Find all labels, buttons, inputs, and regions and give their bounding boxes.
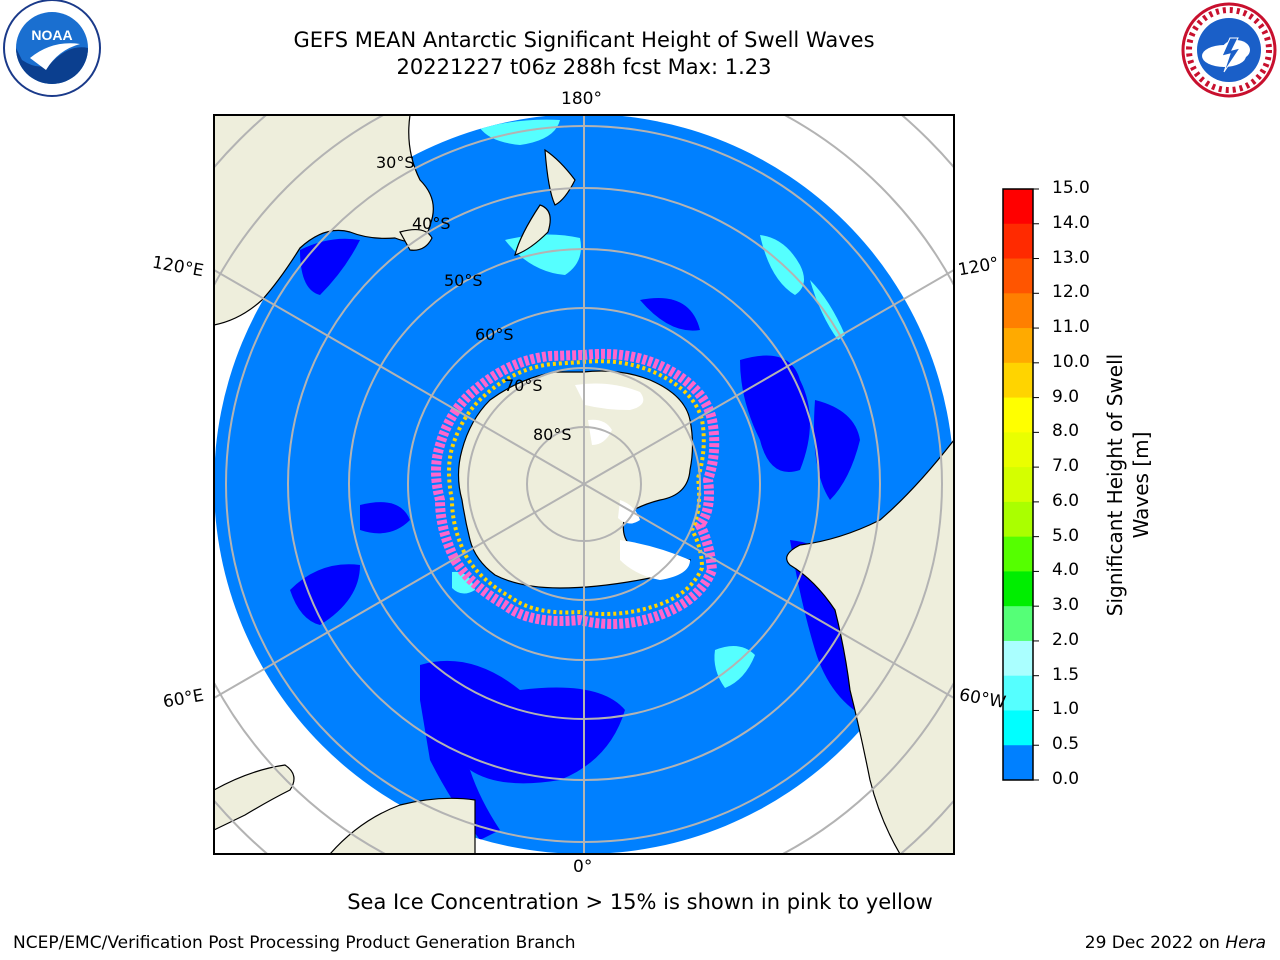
map-frame bbox=[213, 114, 955, 855]
lat-label-30s: 30°S bbox=[376, 153, 415, 172]
colorbar-swatch bbox=[1003, 606, 1033, 642]
colorbar-swatch bbox=[1003, 293, 1033, 329]
colorbar-swatch bbox=[1003, 223, 1033, 260]
colorbar-label-line2: Waves [m] bbox=[1129, 431, 1153, 539]
colorbar-tick-label: 3.0 bbox=[1052, 595, 1080, 616]
svg-text:NOAA: NOAA bbox=[31, 27, 72, 43]
colorbar-tick-label: 0.0 bbox=[1052, 769, 1080, 789]
colorbar-tick-label: 4.0 bbox=[1052, 560, 1080, 581]
colorbar-swatch bbox=[1003, 189, 1033, 225]
colorbar-tick-label: 1.0 bbox=[1052, 699, 1080, 720]
colorbar-tick-label: 2.0 bbox=[1052, 629, 1080, 650]
colorbar-tick-label: 7.0 bbox=[1052, 456, 1080, 477]
sea-ice bbox=[431, 348, 720, 629]
colorbar-swatch bbox=[1003, 745, 1033, 781]
chart-subtitle: 20221227 t06z 288h fcst Max: 1.23 bbox=[396, 55, 772, 79]
lon-label-0: 0° bbox=[573, 857, 593, 877]
colorbar-tick-label: 8.0 bbox=[1052, 421, 1080, 442]
colorbar-tick-label: 1.5 bbox=[1052, 664, 1080, 685]
graticule bbox=[214, 115, 954, 854]
lat-label-40s: 40°S bbox=[412, 214, 451, 233]
noaa-logo: NOAA bbox=[3, 0, 101, 97]
colorbar-tick-label: 14.0 bbox=[1052, 212, 1090, 233]
chart-title: GEFS MEAN Antarctic Significant Height o… bbox=[293, 28, 875, 52]
colorbar-tick-label: 13.0 bbox=[1052, 247, 1090, 268]
colorbar-frame bbox=[1002, 188, 1034, 781]
lon-label-180: 180° bbox=[561, 89, 602, 109]
footer-credit: NCEP/EMC/Verification Post Processing Pr… bbox=[13, 933, 576, 953]
colorbar-tick-label: 11.0 bbox=[1052, 317, 1090, 338]
footer-date: 29 Dec 2022 on Hera bbox=[1085, 933, 1266, 953]
colorbar-swatch bbox=[1003, 536, 1033, 572]
colorbar-tick-label: 6.0 bbox=[1052, 490, 1080, 511]
nws-logo bbox=[1181, 2, 1277, 98]
footer-host: Hera bbox=[1225, 933, 1266, 953]
lat-label-70s: 70°S bbox=[504, 376, 543, 395]
low-swell-regions bbox=[290, 238, 875, 840]
colorbar-swatch bbox=[1003, 432, 1033, 468]
caption: Sea Ice Concentration > 15% is shown in … bbox=[347, 890, 933, 914]
colorbar-swatch bbox=[1003, 467, 1033, 503]
colorbar-swatch bbox=[1003, 501, 1033, 538]
ice-shelves bbox=[575, 383, 690, 580]
colorbar-swatch bbox=[1003, 571, 1033, 607]
colorbar-tick-label: 0.5 bbox=[1052, 734, 1080, 755]
colorbar-tick-label: 12.0 bbox=[1052, 282, 1090, 303]
lat-label-60s: 60°S bbox=[475, 325, 514, 344]
colorbar-swatch bbox=[1003, 258, 1033, 294]
colorbar-swatch bbox=[1003, 640, 1033, 677]
colorbar-swatch bbox=[1003, 710, 1033, 746]
colorbar bbox=[1003, 188, 1039, 781]
colorbar-label: Significant Height of Swell Waves [m] bbox=[1102, 320, 1154, 650]
footer-date-text: 29 Dec 2022 on bbox=[1084, 933, 1226, 953]
lat-label-50s: 50°S bbox=[444, 271, 483, 290]
colorbar-tick-label: 10.0 bbox=[1052, 351, 1090, 372]
lat-label-80s: 80°S bbox=[533, 425, 572, 444]
colorbar-tick-label: 15.0 bbox=[1052, 178, 1090, 198]
colorbar-swatch bbox=[1003, 675, 1033, 711]
colorbar-swatch bbox=[1003, 397, 1033, 433]
colorbar-label-line1: Significant Height of Swell bbox=[1103, 353, 1127, 617]
colorbar-tick-label: 9.0 bbox=[1052, 386, 1080, 407]
colorbar-swatch bbox=[1003, 328, 1033, 364]
colorbar-tick-label: 5.0 bbox=[1052, 525, 1080, 546]
colorbar-swatch bbox=[1003, 362, 1033, 399]
